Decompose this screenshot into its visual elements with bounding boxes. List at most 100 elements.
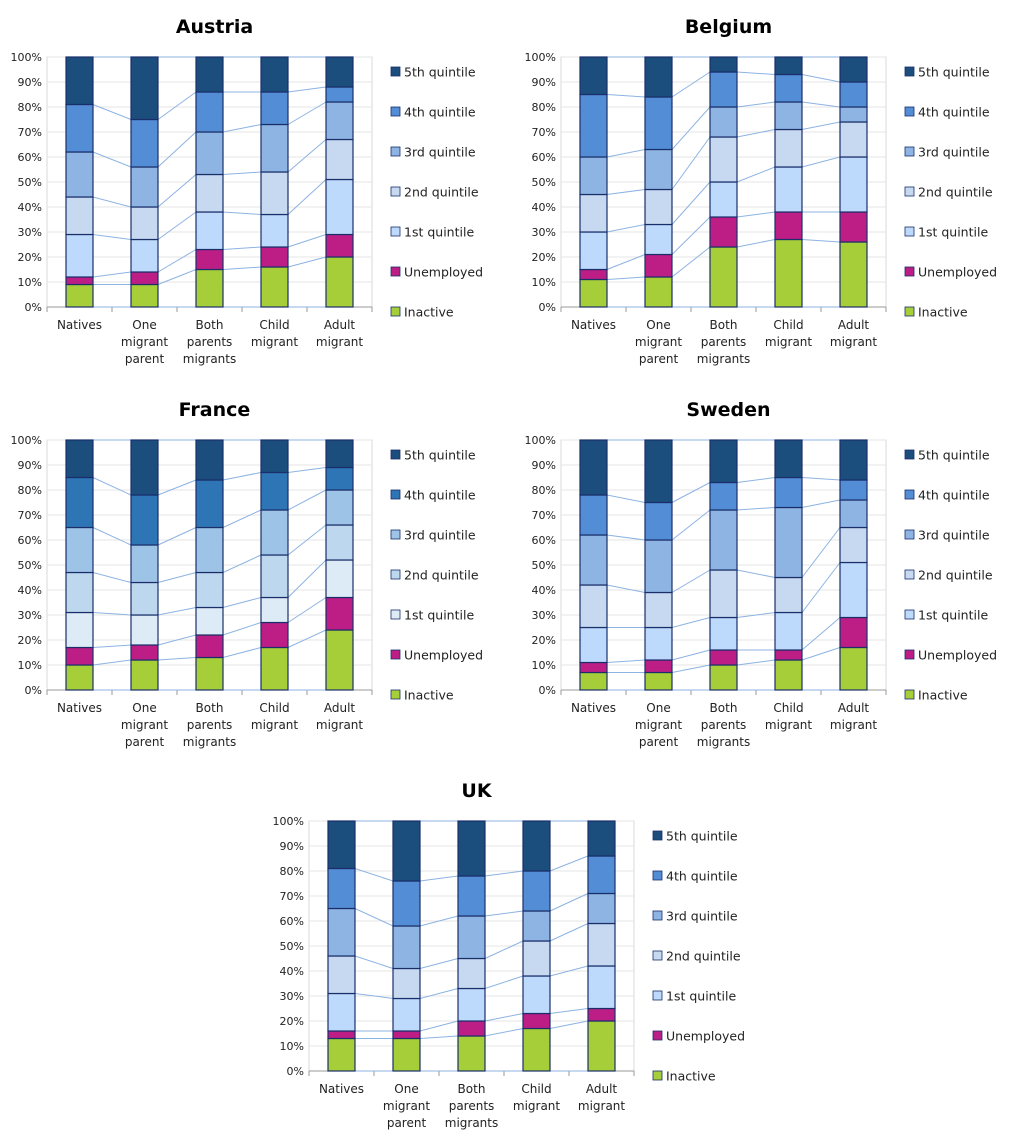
bar-segment-3rd-quintile bbox=[587, 892, 616, 925]
bar-segment-1st-quintile bbox=[325, 178, 354, 236]
connector-line bbox=[222, 124, 262, 133]
bar-segment-4th-quintile bbox=[195, 91, 224, 133]
y-tick-label: 20% bbox=[532, 251, 556, 264]
bar-segment-inactive bbox=[579, 671, 608, 691]
bar-segment-4th-quintile bbox=[522, 870, 551, 912]
x-category-label-line: Adult bbox=[586, 1082, 618, 1096]
legend-label: 3rd quintile bbox=[918, 145, 990, 160]
bar-segment-5th-quintile bbox=[130, 56, 159, 121]
connector-line bbox=[222, 622, 262, 636]
x-category-label: Adult migrant bbox=[316, 318, 364, 349]
x-category-label-line: parents bbox=[449, 1099, 495, 1113]
y-tick-label: 90% bbox=[18, 459, 42, 472]
legend-label: 5th quintile bbox=[666, 829, 738, 844]
y-tick-label: 80% bbox=[280, 865, 304, 878]
x-category-label-line: parent bbox=[125, 352, 165, 366]
bar-segment-3rd-quintile bbox=[325, 489, 354, 526]
legend-label: 3rd quintile bbox=[404, 145, 476, 160]
y-tick-label: 40% bbox=[532, 584, 556, 597]
legend-swatch bbox=[652, 1070, 663, 1081]
legend-label: Inactive bbox=[918, 305, 968, 320]
bar-segment-unemployed bbox=[709, 649, 738, 666]
x-category-label: Child migrant bbox=[765, 701, 813, 732]
connector-line bbox=[354, 908, 394, 927]
y-tick-label: 0% bbox=[539, 301, 556, 314]
x-category-label-line: migrant bbox=[513, 1099, 561, 1113]
bar-segment-5th-quintile bbox=[325, 439, 354, 469]
y-tick-label: 30% bbox=[18, 609, 42, 622]
x-category-label: Natives bbox=[57, 701, 102, 715]
connector-line bbox=[801, 477, 841, 481]
legend-label: 3rd quintile bbox=[918, 528, 990, 543]
x-category-label-line: One bbox=[132, 318, 156, 332]
chart-uk: UK 0% 10% 20% 30% 40% 50% 60% 70% 80% 90% 100% Nativ… bbox=[262, 764, 772, 1144]
connector-line bbox=[606, 224, 646, 233]
bar-segment-4th-quintile bbox=[709, 71, 738, 108]
x-category-label: Adult migrant bbox=[830, 318, 878, 349]
bar-segment-2nd-quintile bbox=[130, 581, 159, 616]
y-tick-label: 0% bbox=[287, 1065, 304, 1078]
legend-swatch bbox=[904, 649, 915, 660]
legend-swatch bbox=[904, 489, 915, 500]
legend-label: 3rd quintile bbox=[666, 909, 738, 924]
y-tick-label: 50% bbox=[532, 176, 556, 189]
connector-line bbox=[606, 149, 646, 158]
y-tick-label: 100% bbox=[11, 434, 42, 447]
bar-segment-3rd-quintile bbox=[839, 499, 868, 529]
x-category-label: Natives bbox=[57, 318, 102, 332]
bar-segment-inactive bbox=[457, 1035, 486, 1072]
connector-line bbox=[92, 196, 132, 208]
bar-segment-1st-quintile bbox=[260, 596, 289, 624]
bar-segment-inactive bbox=[579, 278, 608, 308]
bar-segment-4th-quintile bbox=[644, 501, 673, 541]
bar-segment-inactive bbox=[130, 659, 159, 691]
y-tick-label: 50% bbox=[18, 176, 42, 189]
x-category-label: Both parents migrants bbox=[445, 1082, 499, 1130]
connector-line bbox=[419, 1035, 459, 1039]
connector-line bbox=[222, 171, 262, 175]
x-category-label-line: migrant bbox=[121, 718, 169, 732]
bar-segment-unemployed bbox=[709, 216, 738, 248]
x-category-label: Child migrant bbox=[251, 701, 299, 732]
legend-label: Inactive bbox=[404, 688, 454, 703]
y-tick-label: 30% bbox=[280, 990, 304, 1003]
bar-segment-5th-quintile bbox=[839, 439, 868, 481]
bar-segment-2nd-quintile bbox=[587, 922, 616, 967]
legend-swatch bbox=[904, 186, 915, 197]
y-tick-label: 30% bbox=[532, 226, 556, 239]
bar-segment-5th-quintile bbox=[774, 56, 803, 76]
connector-line bbox=[419, 875, 459, 882]
bar-segment-1st-quintile bbox=[130, 238, 159, 273]
connector-line bbox=[736, 129, 776, 138]
x-category-label-line: migrants bbox=[183, 352, 237, 366]
bar-segment-unemployed bbox=[65, 646, 94, 666]
y-tick-label: 80% bbox=[532, 101, 556, 114]
bar-segment-2nd-quintile bbox=[65, 196, 94, 236]
x-category-label-line: parent bbox=[639, 735, 679, 749]
y-tick-label: 60% bbox=[18, 151, 42, 164]
connector-line bbox=[606, 534, 646, 541]
x-category-label-line: Both bbox=[458, 1082, 486, 1096]
connector-line bbox=[606, 659, 646, 663]
bar-segment-3rd-quintile bbox=[774, 506, 803, 579]
legend-swatch bbox=[390, 489, 401, 500]
y-tick-label: 40% bbox=[532, 201, 556, 214]
x-category-label-line: migrant bbox=[765, 718, 813, 732]
y-tick-label: 100% bbox=[525, 51, 556, 64]
y-tick-label: 0% bbox=[539, 684, 556, 697]
bar-segment-unemployed bbox=[260, 621, 289, 649]
bar-segment-4th-quintile bbox=[644, 96, 673, 151]
x-category-label: Natives bbox=[571, 701, 616, 715]
connector-line bbox=[157, 572, 197, 583]
legend-label: 5th quintile bbox=[404, 448, 476, 463]
chart-svg: UK 0% 10% 20% 30% 40% 50% 60% 70% 80% 90% 100% Nativ… bbox=[273, 780, 745, 1130]
y-tick-label: 10% bbox=[280, 1040, 304, 1053]
bar-segment-3rd-quintile bbox=[644, 148, 673, 191]
connector-line bbox=[549, 965, 589, 977]
bar-segment-unemployed bbox=[579, 661, 608, 674]
bar-segment-1st-quintile bbox=[130, 614, 159, 646]
x-category-label: Both parents migrants bbox=[697, 318, 751, 366]
y-tick-label: 40% bbox=[18, 584, 42, 597]
bar-segment-4th-quintile bbox=[195, 479, 224, 529]
legend-swatch bbox=[390, 66, 401, 77]
